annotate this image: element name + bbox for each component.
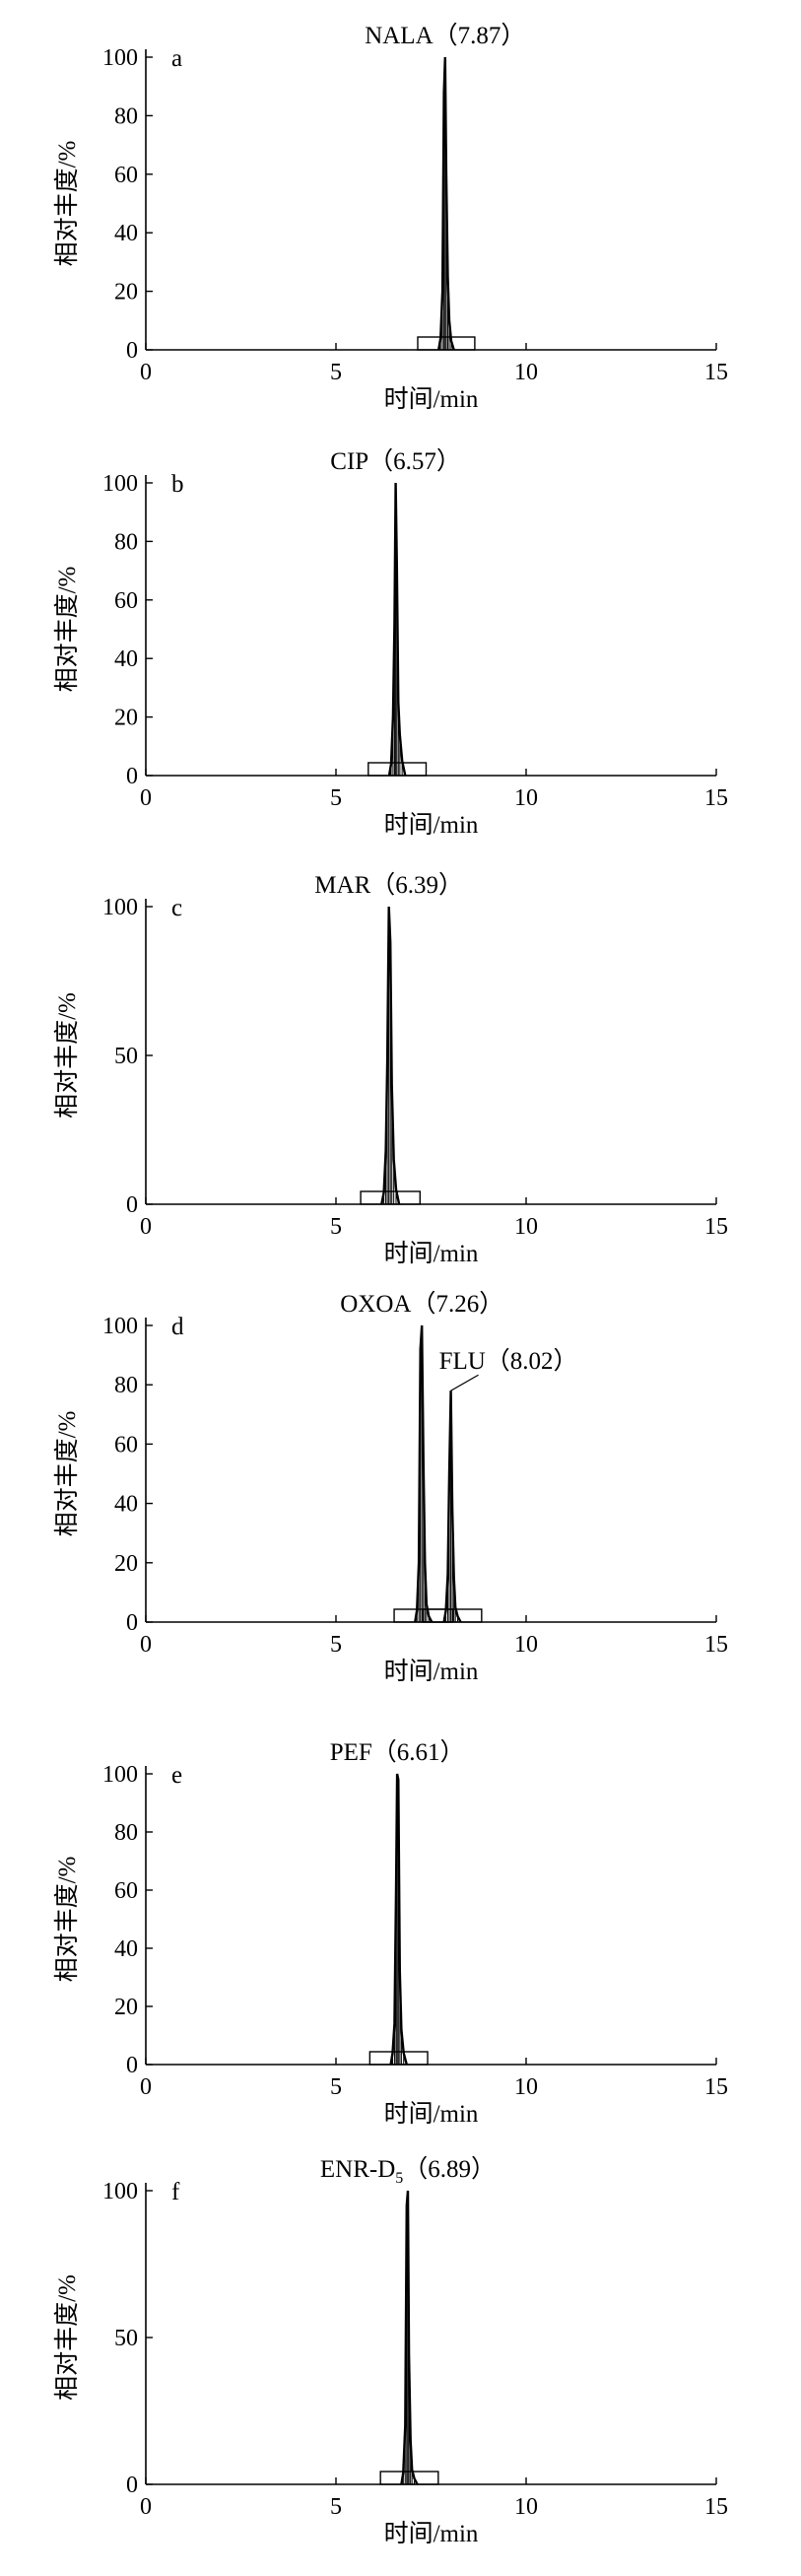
panel-label: e	[171, 1762, 182, 1789]
x-tick-label: 0	[140, 2494, 152, 2520]
x-tick-label: 5	[330, 2074, 342, 2100]
x-tick-label: 5	[330, 1214, 342, 1240]
y-axis-title: 相对丰度/%	[53, 2274, 81, 2401]
y-tick-label: 100	[102, 895, 138, 920]
y-tick-label: 0	[126, 1610, 138, 1636]
panel-e: 0 20 40 60 80 100 0 5 10 15 时间/min 相对丰度/% e PEF（6.61）	[53, 1738, 728, 2128]
panel-a: 0 20 40 60 80 100 0 5 10 15 时间/min 相对丰度/% a NALA（7.87…	[53, 22, 728, 413]
x-tick-label: 15	[704, 2074, 728, 2100]
y-tick-label: 0	[126, 2473, 138, 2498]
x-tick-label: 5	[330, 360, 342, 385]
y-tick-label: 60	[114, 1878, 138, 1904]
y-tick-label: 0	[126, 338, 138, 364]
y-axis-title: 相对丰度/%	[53, 1857, 81, 1983]
y-tick-label: 80	[114, 529, 138, 555]
peak-series-0	[414, 1324, 434, 1623]
chart-title: NALA（7.87）	[365, 22, 525, 49]
x-tick-label: 10	[514, 1214, 538, 1240]
y-tick-label: 100	[102, 1314, 138, 1339]
x-tick-label: 5	[330, 1632, 342, 1658]
x-tick-label: 0	[140, 360, 152, 385]
y-tick-label: 50	[114, 1044, 138, 1069]
panel-label: d	[171, 1314, 184, 1340]
chart-title: CIP（6.57）	[330, 447, 461, 475]
y-tick-label: 40	[114, 646, 138, 672]
y-tick-label: 60	[114, 163, 138, 188]
y-tick-label: 100	[102, 2179, 138, 2204]
y-tick-label: 60	[114, 1432, 138, 1457]
x-tick-label: 10	[514, 2494, 538, 2520]
x-tick-label: 15	[704, 360, 728, 385]
y-axis-title: 相对丰度/%	[53, 141, 81, 267]
y-tick-label: 40	[114, 221, 138, 246]
y-tick-label: 50	[114, 2326, 138, 2351]
x-tick-label: 0	[140, 1214, 152, 1240]
x-axis-title: 时间/min	[384, 811, 479, 839]
peak-series-0	[389, 1773, 408, 2066]
peak-series-0	[437, 56, 455, 351]
panel-b: 0 20 40 60 80 100 0 5 10 15 时间/min 相对丰度/% b CIP（6.57）	[53, 447, 728, 839]
x-axis-title: 时间/min	[384, 2100, 479, 2128]
peak-series-1	[442, 1390, 462, 1623]
y-tick-label: 20	[114, 1995, 138, 2020]
y-tick-label: 80	[114, 1373, 138, 1398]
x-tick-label: 0	[140, 2074, 152, 2100]
x-tick-label: 15	[704, 1214, 728, 1240]
annotation-label: FLU（8.02）	[439, 1347, 578, 1375]
y-tick-label: 0	[126, 764, 138, 789]
y-tick-label: 0	[126, 2053, 138, 2078]
x-tick-label: 5	[330, 2494, 342, 2520]
x-axis-title: 时间/min	[384, 2520, 479, 2547]
y-tick-label: 20	[114, 1551, 138, 1577]
x-tick-label: 0	[140, 785, 152, 811]
chart-title: MAR（6.39）	[314, 871, 463, 899]
y-tick-label: 80	[114, 103, 138, 129]
x-tick-label: 0	[140, 1632, 152, 1658]
y-axis-title: 相对丰度/%	[53, 567, 81, 693]
peak-series-0	[387, 482, 407, 777]
x-tick-label: 10	[514, 360, 538, 385]
y-tick-label: 0	[126, 1192, 138, 1218]
chart-title: PEF（6.61）	[330, 1738, 465, 1766]
x-tick-label: 10	[514, 785, 538, 811]
x-axis-title: 时间/min	[384, 1240, 479, 1267]
x-tick-label: 5	[330, 785, 342, 811]
panel-label: f	[171, 2179, 180, 2205]
x-axis-title: 时间/min	[384, 1658, 479, 1685]
x-tick-label: 10	[514, 2074, 538, 2100]
y-axis-title: 相对丰度/%	[53, 1411, 81, 1537]
y-tick-label: 40	[114, 1492, 138, 1518]
peak-series-0	[400, 2190, 419, 2485]
x-tick-label: 10	[514, 1632, 538, 1658]
x-axis-title: 时间/min	[384, 385, 479, 413]
y-tick-label: 40	[114, 1936, 138, 1962]
y-axis-title: 相对丰度/%	[53, 992, 81, 1119]
x-tick-label: 15	[704, 785, 728, 811]
panel-label: b	[171, 471, 184, 498]
annotation-leader	[450, 1374, 479, 1391]
y-tick-label: 80	[114, 1820, 138, 1846]
panel-f: 0 50 100 0 5 10 15 时间/min 相对丰度/% f ENR-D5（6.89）	[53, 2155, 728, 2547]
panel-d: 0 20 40 60 80 100 0 5 10 15 时间/min 相对丰度/% d OXOA（7.26…	[53, 1290, 728, 1685]
chart-title: OXOA（7.26）	[340, 1290, 503, 1318]
panel-c: 0 50 100 0 5 10 15 时间/min 相对丰度/% c MAR（6.39）	[53, 871, 728, 1267]
chart-title: ENR-D5（6.89）	[320, 2155, 496, 2187]
y-tick-label: 20	[114, 280, 138, 305]
y-tick-label: 100	[102, 1762, 138, 1788]
x-tick-label: 15	[704, 1632, 728, 1658]
x-tick-label: 15	[704, 2494, 728, 2520]
y-tick-label: 60	[114, 588, 138, 614]
y-tick-label: 100	[102, 471, 138, 497]
y-tick-label: 100	[102, 45, 138, 71]
peak-series-0	[380, 906, 401, 1205]
y-tick-label: 20	[114, 706, 138, 731]
panel-label: c	[171, 895, 182, 921]
panel-label: a	[171, 45, 182, 72]
